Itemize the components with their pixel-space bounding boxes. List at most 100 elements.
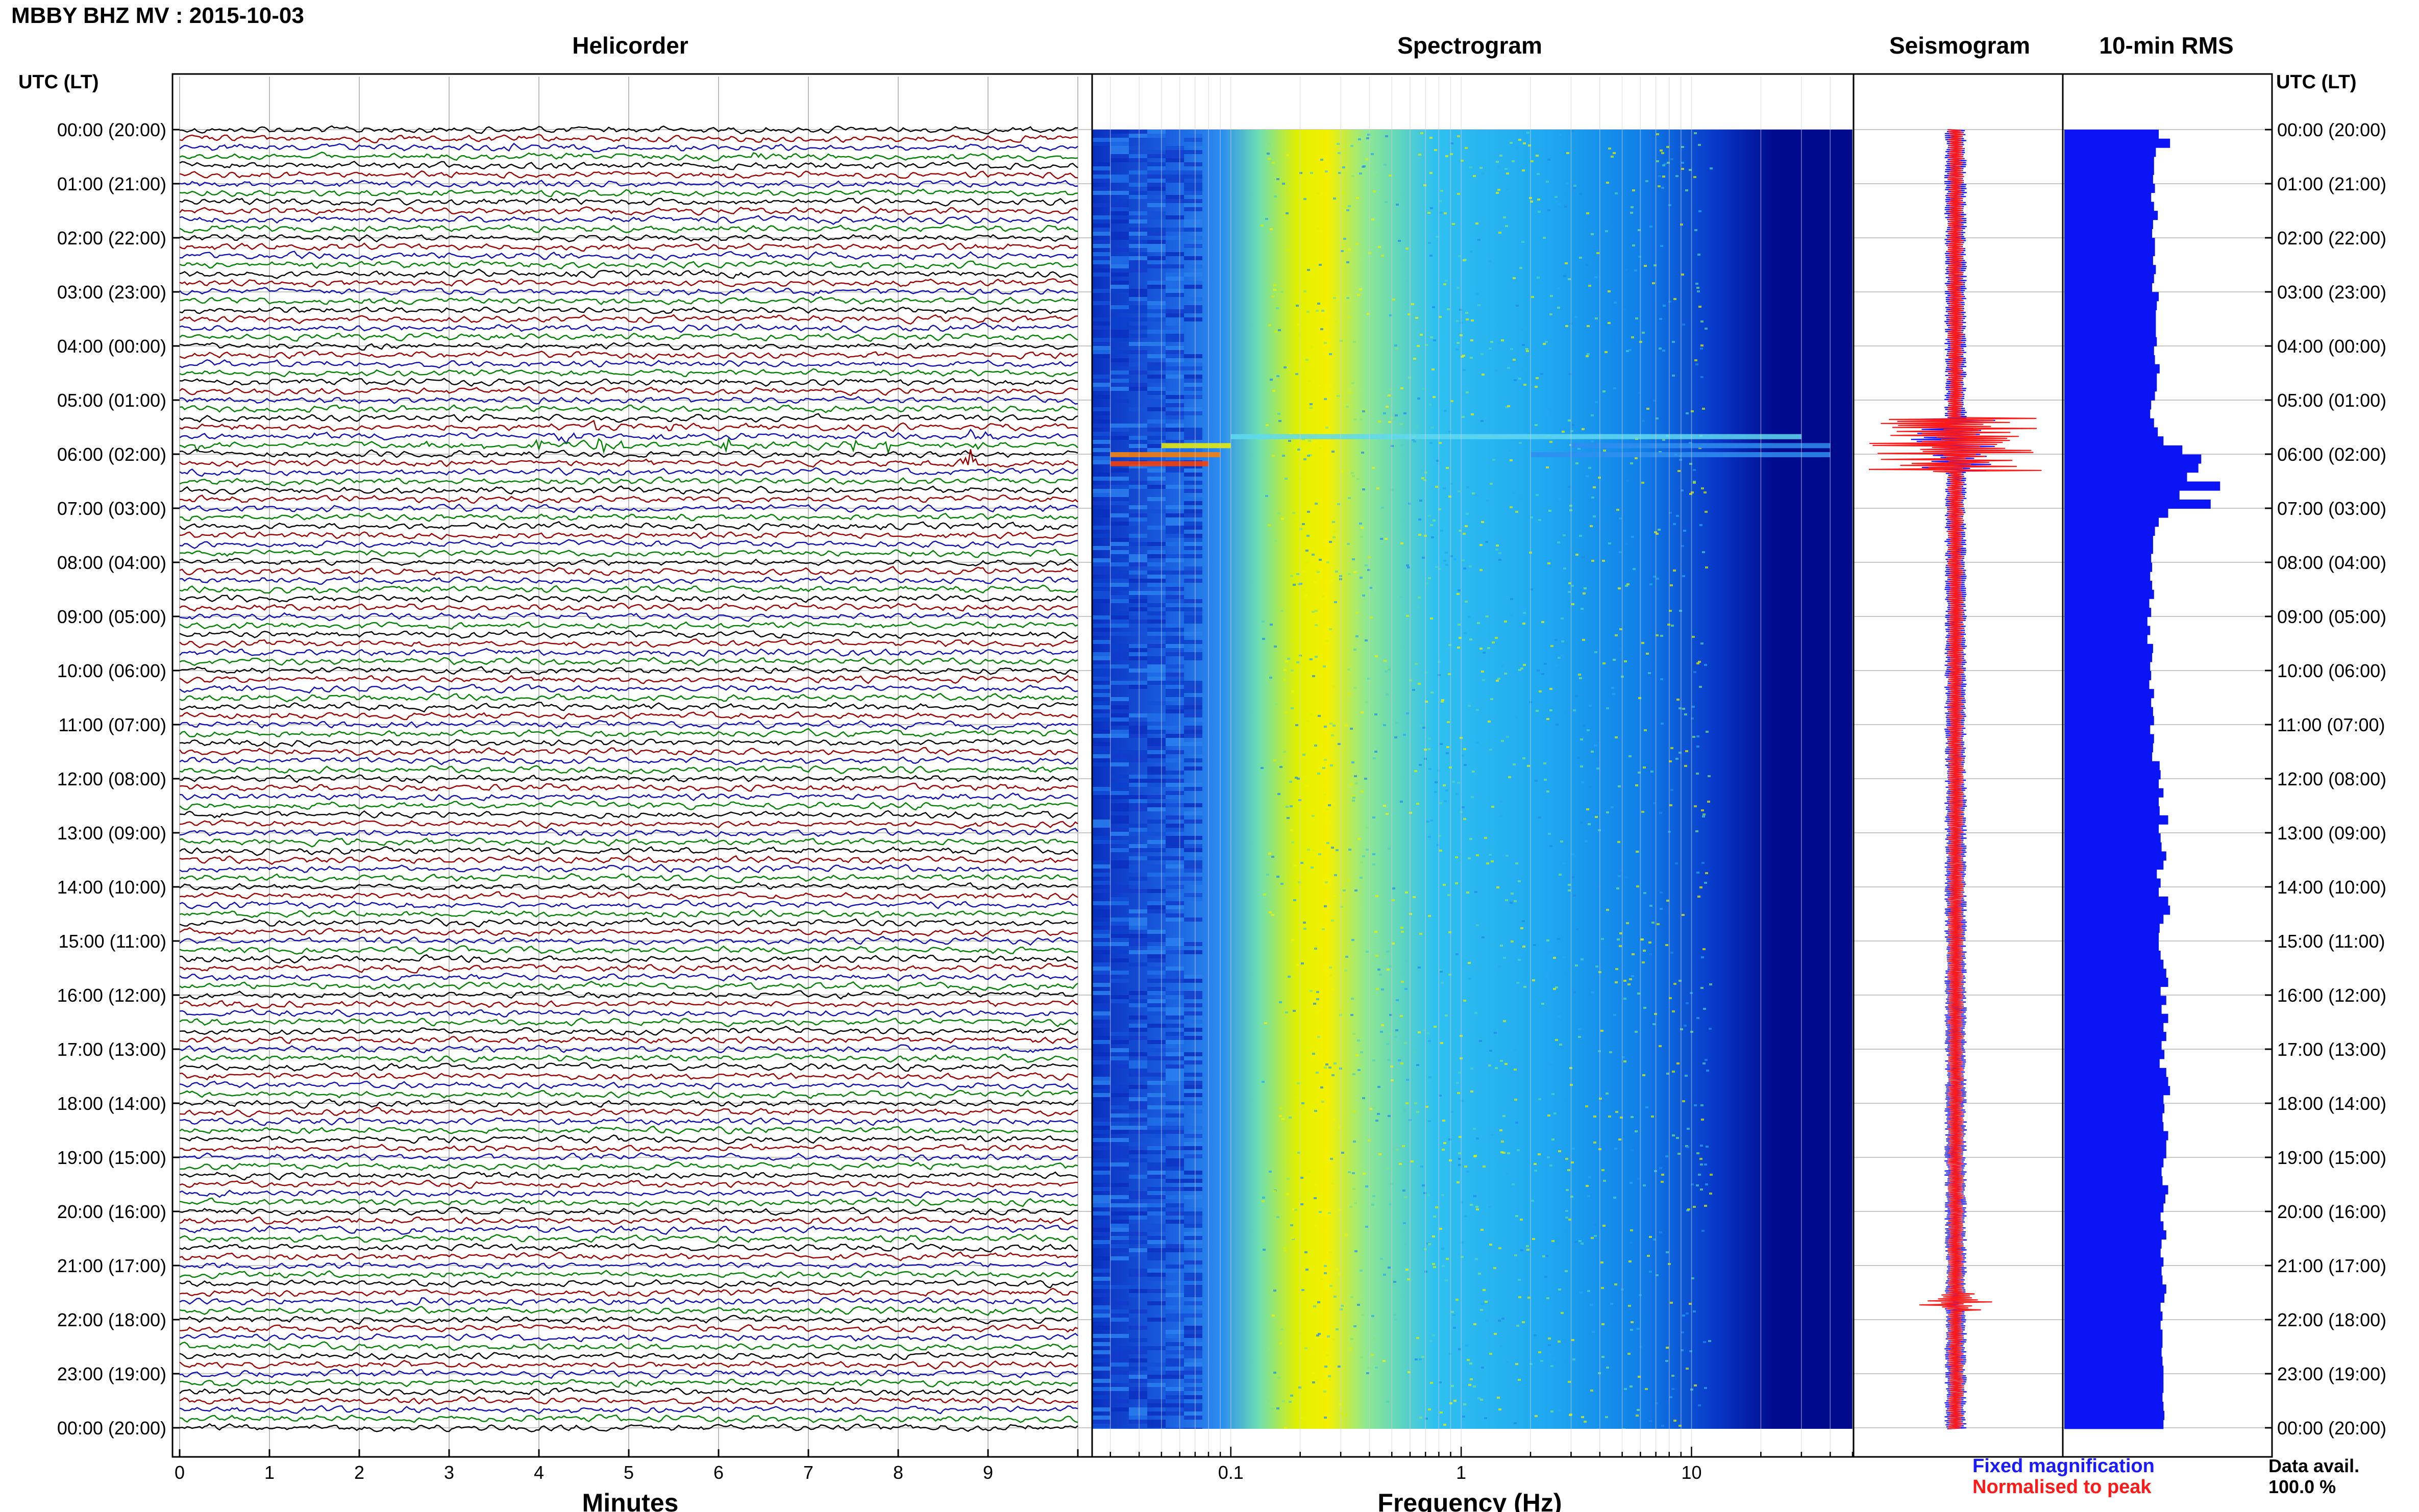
spectrogram-speckle [1491,1134,1494,1136]
spectrogram-speckle [1428,515,1431,517]
spectrogram-speckle [1378,420,1381,423]
spectrogram-speckle [1597,888,1600,890]
spectrogram-speckle [1485,541,1488,543]
spectrogram-speckle [1458,1072,1461,1074]
rms-bar [2064,1221,2164,1231]
spectrogram-cell [1110,1334,1129,1338]
rms-bar [2064,553,2152,563]
spectrogram-speckle [1710,1174,1713,1176]
spectrogram-speckle [1591,751,1594,753]
spectrogram-speckle [1362,1097,1365,1099]
spectrogram-speckle [1303,458,1306,460]
spectrogram-speckle [1447,721,1450,723]
spectrogram-speckle [1581,1416,1584,1418]
spectrogram-cell [1166,803,1184,807]
helicorder-trace [179,800,1078,811]
spectrogram-cell [1147,726,1166,730]
spectrogram-speckle [1430,691,1434,693]
spectrogram-cell [1129,730,1147,734]
spectrogram-speckle [1367,678,1370,680]
spectrogram-cell [1166,1015,1184,1020]
spectrogram-speckle [1318,853,1321,855]
time-label-left: 08:00 (04:00) [57,552,166,573]
spectrogram-cell [1092,175,1110,179]
spectrogram-speckle [1324,1067,1327,1069]
helicorder-trace [179,170,1078,180]
spectrogram-speckle [1439,1095,1442,1097]
spectrogram-speckle [1325,640,1328,642]
spectrogram-cell [1092,1052,1110,1056]
helicorder-trace [179,1287,1078,1297]
spectrogram-cell [1110,942,1129,946]
spectrogram-speckle [1361,790,1364,792]
spectrogram-cell [1092,1407,1110,1411]
spectrogram-speckle [1361,711,1364,713]
helicorder-trace [179,395,1078,405]
spectrogram-speckle [1406,929,1410,931]
spectrogram-cell [1166,354,1184,358]
spectrogram-cell [1110,705,1129,709]
spectrogram-speckle [1628,755,1632,757]
spectrogram-speckle [1353,341,1356,343]
spectrogram-speckle [1274,540,1277,542]
spectrogram-speckle [1672,1071,1675,1073]
spectrogram-cell [1166,338,1184,342]
rms-bar [2064,887,2159,897]
spectrogram-speckle [1422,557,1425,559]
rms-bar [2064,1095,2164,1104]
spectrogram-speckle [1539,690,1542,692]
spectrogram-cell [1092,922,1110,926]
spectrogram-speckle [1637,1409,1640,1411]
spectrogram-cell [1092,301,1110,305]
spectrogram-speckle [1267,153,1270,155]
spectrogram-cell [1129,481,1147,485]
spectrogram-speckle [1689,169,1692,171]
rms-bar [2064,562,2153,572]
spectrogram-speckle [1348,849,1351,851]
spectrogram-speckle [1614,1148,1617,1150]
spectrogram-speckle [1335,571,1338,573]
rms-bar [2064,337,2157,346]
time-label-right: 07:00 (03:00) [2277,498,2386,519]
spectrogram-speckle [1359,523,1362,525]
spectrogram-speckle [1360,877,1363,879]
spectrogram-cell [1092,1203,1110,1207]
spectrogram-speckle [1352,1172,1355,1174]
spectrogram-cell [1129,1346,1147,1350]
spectrogram-cell [1147,1130,1166,1134]
helicorder-trace [179,1351,1078,1361]
spectrogram-speckle [1296,573,1299,575]
spectrogram-speckle [1463,748,1466,750]
spectrogram-speckle [1679,752,1682,754]
helicorder-trace [179,1089,1078,1099]
spectrogram-speckle [1346,297,1349,299]
spectrogram-cell [1092,966,1110,971]
spectrogram-speckle [1378,1153,1381,1155]
spectrogram-speckle [1428,768,1431,770]
spectrogram-cell [1184,1134,1202,1138]
spectrogram-speckle [1326,561,1329,563]
spectrogram-cell [1166,918,1184,922]
spectrogram-cell [1184,697,1202,701]
spectrogram-speckle [1515,146,1518,148]
spectrogram-speckle [1277,413,1280,415]
spectrogram-speckle [1669,804,1672,806]
time-label-left: 22:00 (18:00) [57,1309,166,1330]
minute-tick-label: 3 [444,1462,454,1483]
spectrogram-cell [1147,375,1166,379]
rms-bar [2064,310,2156,319]
spectrogram-cell [1184,538,1202,542]
spectrogram-cell [1092,583,1110,587]
spectrogram-cell [1129,558,1147,562]
spectrogram-speckle [1385,538,1388,540]
spectrogram-cell [1166,522,1184,526]
spectrogram-speckle [1660,150,1663,152]
spectrogram-speckle [1673,983,1676,985]
spectrogram-cell [1110,1122,1129,1126]
spectrogram-speckle [1430,524,1433,526]
spectrogram-cell [1166,1158,1184,1162]
spectrogram-speckle [1486,862,1489,864]
spectrogram-speckle [1419,764,1422,766]
rms-bar [2064,716,2154,726]
spectrogram-cell [1184,1403,1202,1407]
